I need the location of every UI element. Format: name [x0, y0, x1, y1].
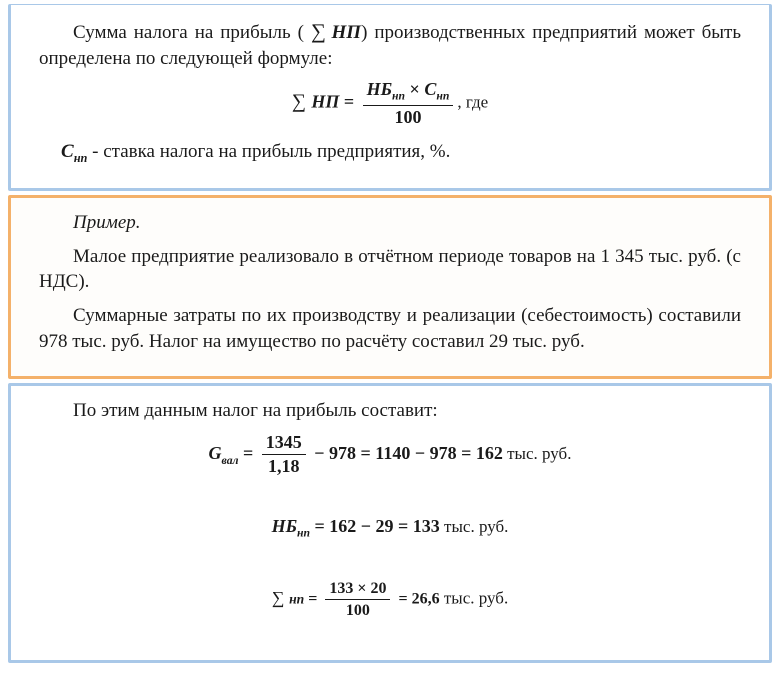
unit: тыс. руб. [440, 517, 509, 536]
calc: = 26,6 [398, 590, 439, 607]
den: 1,18 [262, 455, 306, 478]
formula-nb: НБнп = 162 − 29 = 133 тыс. руб. [39, 516, 741, 541]
solution-intro: По этим данным налог на прибыль составит… [39, 398, 741, 424]
text: Пример. [73, 212, 141, 233]
formula-sum: ∑нп = 133 × 20 100 = 26,6 тыс. руб. [39, 579, 741, 620]
sigma-symbol: ∑ [311, 19, 326, 43]
fraction: НБнп × Снп 100 [363, 79, 454, 128]
example-label: Пример. [39, 210, 741, 236]
formula-gval: Gвал = 1345 1,18 − 978 = 1140 − 978 = 16… [39, 432, 741, 478]
num: 1345 [262, 432, 306, 456]
def-text: - ставка налога на прибыль предприятия, … [87, 141, 450, 162]
sub: нп [297, 527, 310, 540]
solution-box: По этим данным налог на прибыль составит… [8, 383, 772, 663]
fraction: 133 × 20 100 [325, 579, 390, 620]
denominator: 100 [363, 106, 454, 129]
sigma-symbol: ∑ [292, 91, 306, 113]
unit: тыс. руб. [440, 588, 509, 607]
sub: нп [436, 90, 449, 103]
times: × [410, 79, 420, 99]
nb: НБ [272, 516, 297, 536]
c: С [424, 79, 436, 99]
g: G [209, 443, 222, 463]
sub: нп [392, 90, 405, 103]
c-symbol: С [61, 141, 74, 162]
den: 100 [325, 600, 390, 620]
sigma-symbol: ∑ [272, 587, 285, 607]
theory-box: Сумма налога на прибыль ( ∑НП) производс… [8, 4, 772, 191]
fraction: 1345 1,18 [262, 432, 306, 478]
num: 133 × 20 [325, 579, 390, 600]
definition: Снп - ставка налога на прибыль предприят… [39, 139, 741, 166]
main-formula: ∑НП = НБнп × Снп 100 , где [39, 79, 741, 128]
example-p2: Малое предприятие реализовало в отчётном… [39, 244, 741, 295]
calc: = 162 − 29 = 133 [315, 516, 440, 536]
example-box: Пример. Малое предприятие реализовало в … [8, 195, 772, 379]
example-p3: Суммарные затраты по их производству и р… [39, 303, 741, 354]
where: , где [457, 93, 488, 112]
sub: нп [74, 150, 88, 164]
calc: − 978 = 1140 − 978 = 162 [314, 443, 503, 463]
theory-intro: Сумма налога на прибыль ( ∑НП) производс… [39, 17, 741, 71]
lhs: НП [311, 92, 339, 112]
text: Сумма налога на прибыль ( [73, 22, 304, 43]
np-symbol: НП [332, 22, 362, 43]
nb: НБ [367, 79, 392, 99]
sub: вал [222, 454, 239, 467]
unit: тыс. руб. [503, 444, 572, 463]
np: нп [289, 591, 304, 606]
